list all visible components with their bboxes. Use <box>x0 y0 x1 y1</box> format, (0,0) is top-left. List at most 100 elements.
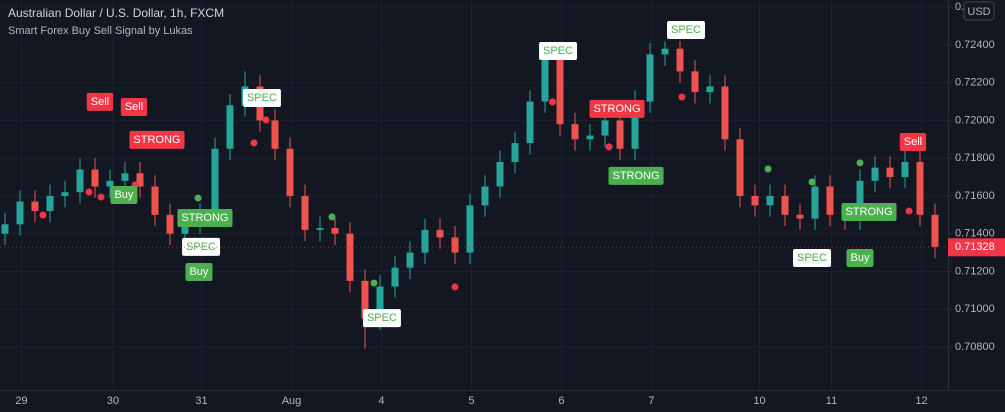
signal-label: Sell <box>120 98 148 117</box>
x-tick-label: 29 <box>15 395 27 407</box>
last-price-label: 0.71328 <box>955 241 995 253</box>
signal-box <box>899 132 927 151</box>
candle-body <box>691 71 699 93</box>
signal-label: SPEC <box>793 249 831 268</box>
signal-label: Buy <box>846 249 874 268</box>
candle-body <box>871 167 879 181</box>
axes: 0.70800 0.71000 0.71200 0.71400 0.71600 0.718… <box>15 1 1005 407</box>
candle-body <box>901 161 909 178</box>
candle-body <box>61 192 69 196</box>
signal-dot <box>85 188 93 196</box>
candle-body <box>1 224 9 234</box>
candle-body <box>541 60 549 102</box>
signal-box <box>589 99 645 118</box>
signal-label: STRONG <box>841 202 897 221</box>
candle-body <box>76 169 84 193</box>
y-tick-label: 0.71200 <box>955 265 995 277</box>
last-price-box <box>948 238 1005 257</box>
currency-box[interactable] <box>963 1 995 21</box>
candle-body <box>706 86 714 93</box>
signal-text: Sell <box>904 136 922 148</box>
candle-body <box>766 195 774 206</box>
signal-dot <box>370 279 378 287</box>
signal-box <box>362 309 401 328</box>
x-tick-label: 31 <box>195 395 207 407</box>
x-tick-label: Aug <box>282 395 302 407</box>
signal-dot <box>605 143 613 151</box>
candle-body <box>781 195 789 215</box>
signal-label: SPEC <box>362 309 401 328</box>
x-tick-label: 30 <box>107 395 119 407</box>
signal-label: SPEC <box>667 21 705 40</box>
signal-text: SPEC <box>186 241 216 253</box>
candle-body <box>271 120 279 149</box>
signal-dot <box>97 193 105 201</box>
candle-body <box>91 169 99 187</box>
signal-box <box>608 166 664 185</box>
x-tick-label: 7 <box>648 395 654 407</box>
candle-body <box>886 167 894 178</box>
x-tick-label: 4 <box>378 395 384 407</box>
candle-body <box>496 161 504 187</box>
signal-text: Buy <box>851 252 870 264</box>
y-tick-label: 0.71400 <box>955 228 995 240</box>
y-tick-label: 0.71800 <box>955 152 995 164</box>
signal-dot <box>764 165 772 173</box>
candle-body <box>631 101 639 149</box>
candle-body <box>361 280 369 319</box>
signal-dot <box>678 93 686 101</box>
y-tick-label: 0.72200 <box>955 77 995 89</box>
signal-box <box>846 249 874 268</box>
candle-body <box>661 48 669 55</box>
candle-body <box>211 148 219 215</box>
signal-box <box>841 202 897 221</box>
candle-body <box>226 105 234 149</box>
candle-body <box>751 195 759 206</box>
signal-dot <box>328 213 336 221</box>
currency-label[interactable]: USD <box>967 6 990 18</box>
candle-body <box>451 237 459 253</box>
y-tick-label: 0.72000 <box>955 114 995 126</box>
signal-box <box>185 263 213 282</box>
candle-body <box>46 195 54 212</box>
candle-body <box>316 228 324 230</box>
signal-text: SPEC <box>247 92 277 104</box>
signal-text: STRONG <box>613 170 660 182</box>
signal-text: STRONG <box>593 103 640 115</box>
x-tick-label: 5 <box>468 395 474 407</box>
candle-body <box>31 201 39 212</box>
signal-dot <box>250 139 258 147</box>
signal-box <box>86 92 114 111</box>
signal-box <box>793 249 831 268</box>
candle-body <box>466 205 474 253</box>
y-tick-label: 0.71000 <box>955 303 995 315</box>
y-tick-label: 0.70800 <box>955 341 995 353</box>
signal-box <box>242 88 281 107</box>
signal-box <box>110 186 138 204</box>
signal-dot <box>548 98 556 106</box>
grid <box>0 0 948 390</box>
signal-label: SPEC <box>242 88 281 107</box>
y-tick-label: 0.71600 <box>955 190 995 202</box>
signal-text: SPEC <box>797 252 827 264</box>
candle-body <box>166 214 174 234</box>
signal-dot <box>905 207 913 215</box>
candle-body <box>481 186 489 206</box>
candle-body <box>16 201 24 225</box>
candle-body <box>106 180 114 187</box>
signal-label: STRONG <box>589 99 645 118</box>
candle-body <box>286 148 294 196</box>
x-tick-label: 11 <box>826 395 837 407</box>
candle-body <box>796 214 804 219</box>
signal-text: STRONG <box>133 134 180 146</box>
x-tick-label: 10 <box>753 395 765 407</box>
signal-box <box>129 130 185 149</box>
signal-dot <box>808 178 816 186</box>
candle-body <box>571 124 579 140</box>
indicator-name: Smart Forex Buy Sell Signal by Lukas <box>8 25 193 37</box>
signal-label: STRONG <box>608 166 664 185</box>
candle-body <box>436 229 444 238</box>
candle-body <box>676 48 684 72</box>
candle-body <box>301 195 309 230</box>
